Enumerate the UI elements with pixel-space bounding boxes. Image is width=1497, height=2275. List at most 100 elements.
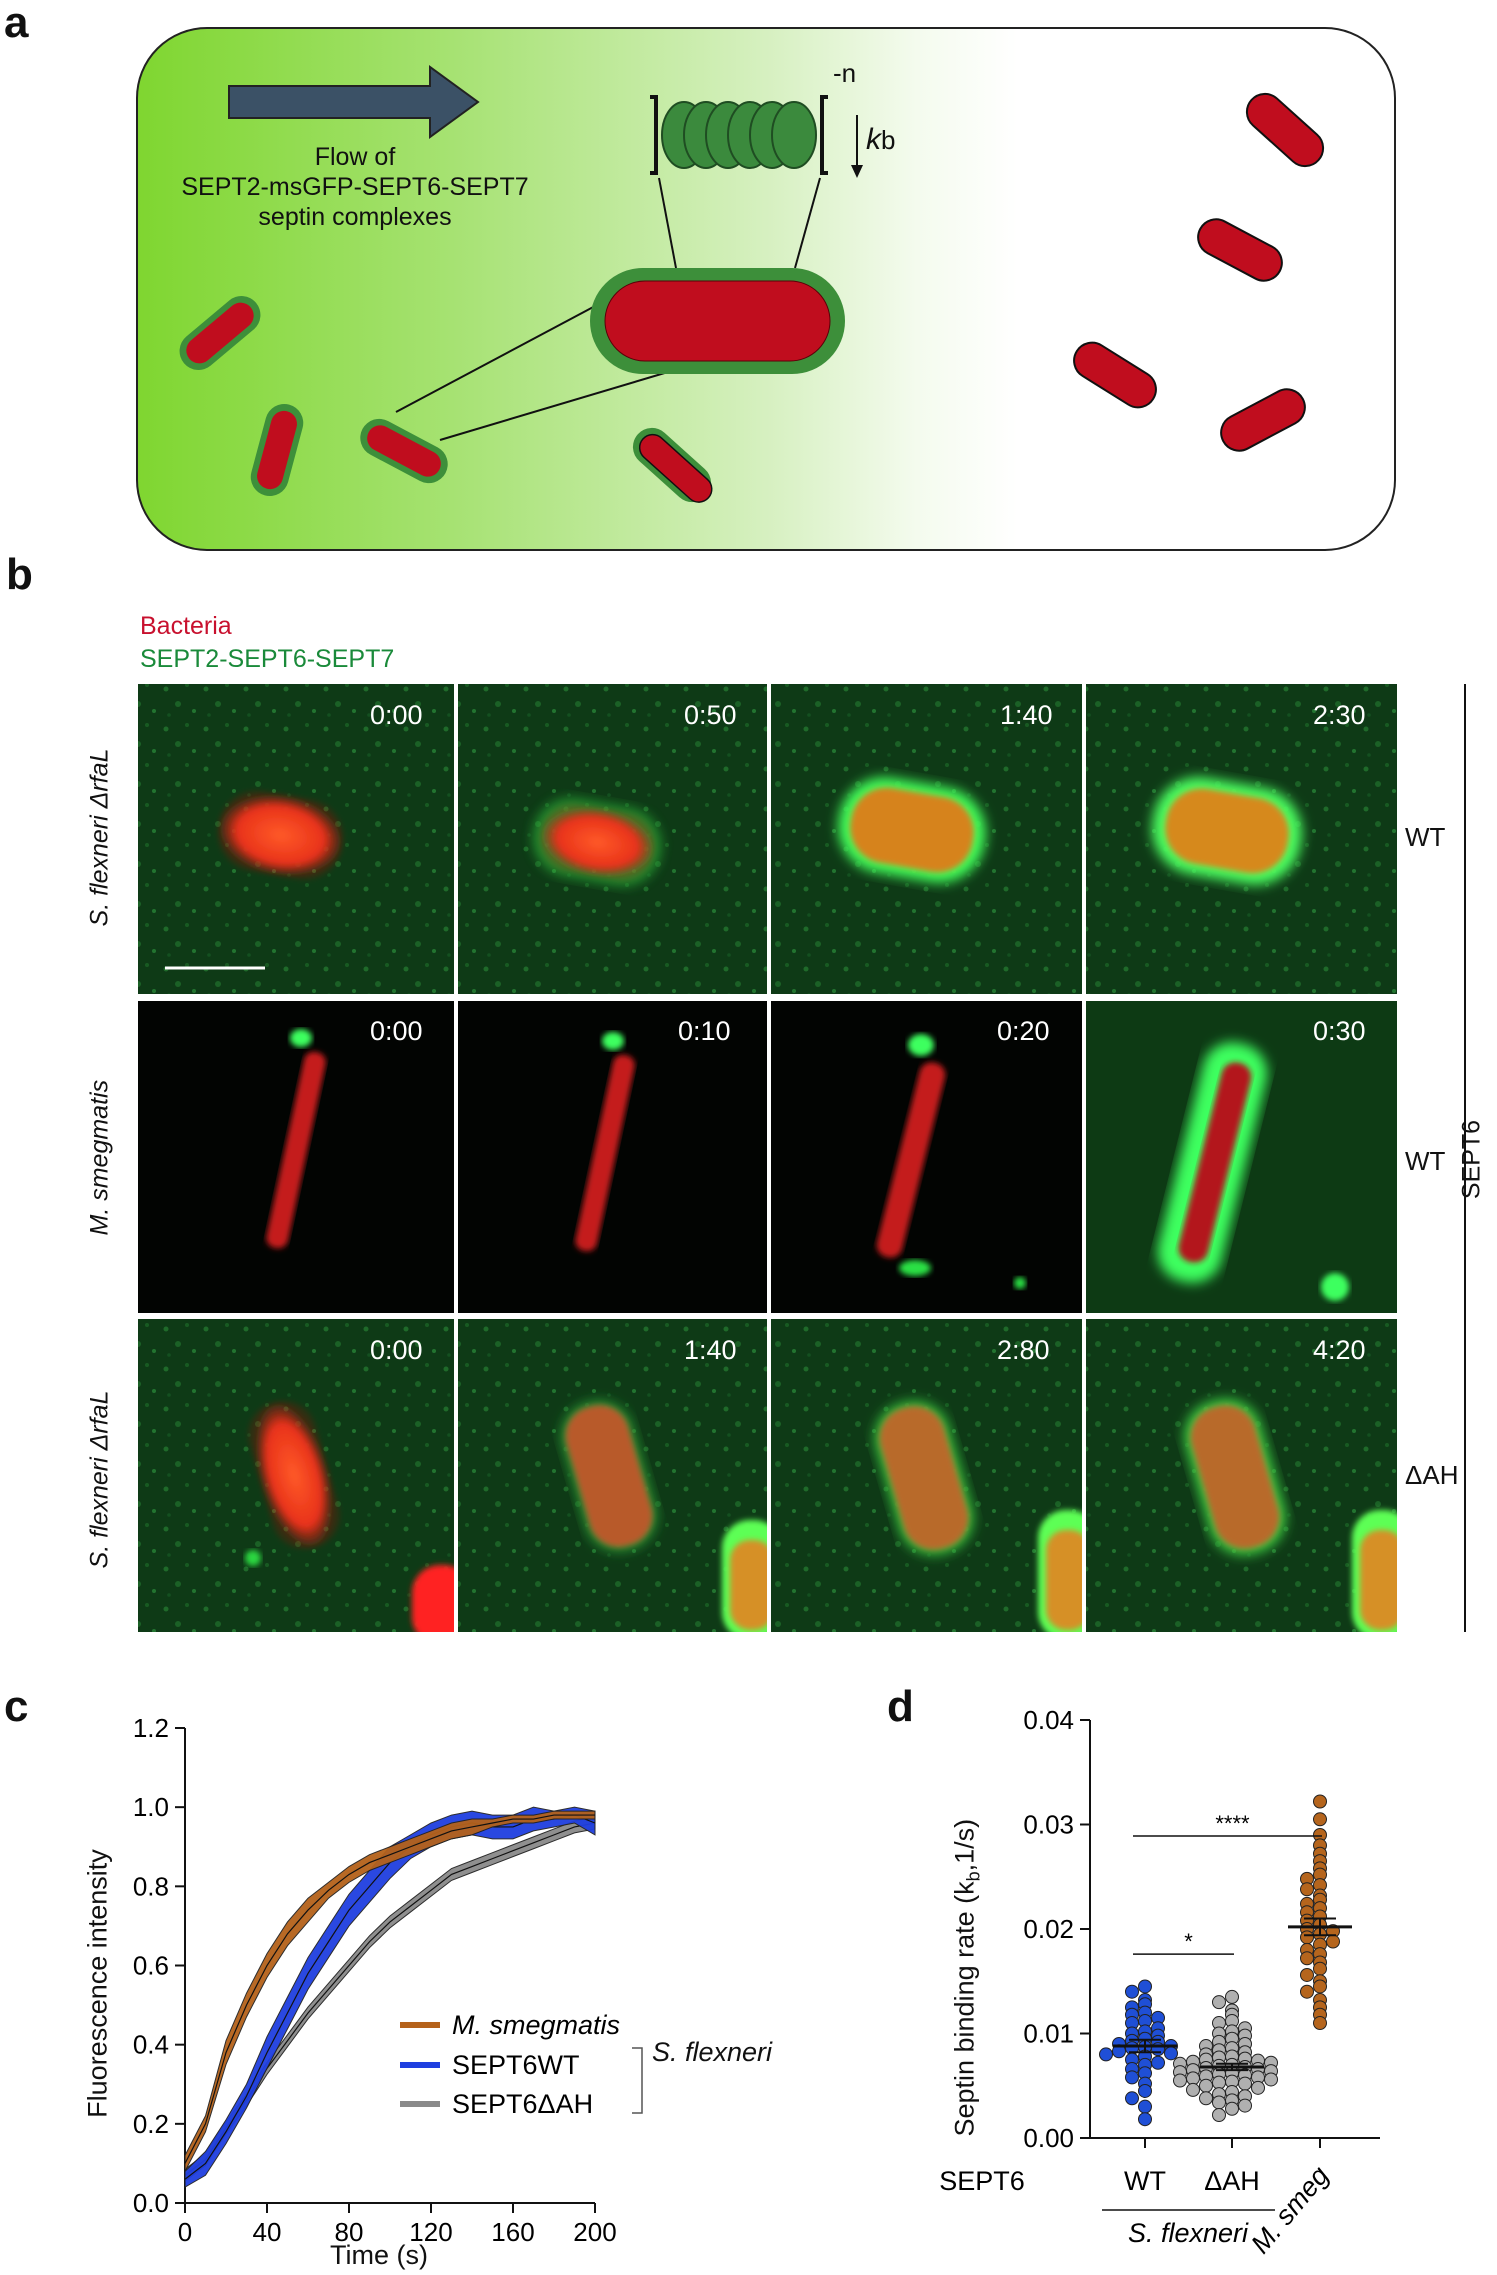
- flow-caption: Flow of SEPT2-msGFP-SEPT6-SEPT7 septin c…: [180, 142, 530, 232]
- timestamp: 1:40: [684, 1335, 737, 1365]
- chart-c-bracket-label: S. flexneri: [652, 2037, 773, 2067]
- data-point: [1238, 2098, 1252, 2113]
- chart-d-ylabel: Septin binding rate (kb,1/s): [949, 1813, 984, 2143]
- y-tick-label: 0.8: [133, 1871, 169, 1901]
- chart-d-ylabel-main: Septin binding rate (k: [949, 1881, 980, 2137]
- y-tick-label: 0.6: [133, 1951, 169, 1981]
- row1-condition: WT: [1405, 822, 1446, 852]
- rate-constant-label: kb: [866, 123, 895, 157]
- data-point: [1125, 1984, 1139, 1999]
- data-point: [1173, 2073, 1187, 2088]
- x-tick-label: 120: [409, 2217, 452, 2247]
- chart-d-ylabel-tail: ,1/s): [949, 1818, 980, 1872]
- category-label: ΔAH: [1204, 2166, 1260, 2196]
- series-mean-line: [184, 1814, 595, 2164]
- micrograph-row2-t2: [458, 1001, 767, 1313]
- micrograph-row2-t3: [771, 1001, 1082, 1313]
- data-point: [1199, 2078, 1213, 2093]
- legend-label: SEPT6WT: [452, 2050, 580, 2080]
- polymer-exponent: -n: [833, 58, 857, 88]
- data-point: [1212, 1995, 1226, 2010]
- data-point: [1264, 2072, 1278, 2087]
- data-point: [1238, 2076, 1252, 2091]
- chart-c-xlabel: Time (s): [330, 2240, 428, 2270]
- legend-label: M. smegmatis: [452, 2010, 620, 2040]
- coated-bacterium: [250, 403, 304, 497]
- timestamp: 4:20: [1313, 1335, 1366, 1365]
- x-tick-label: 40: [253, 2217, 282, 2247]
- flow-arrow: [228, 65, 480, 139]
- series-band-msmegmatis: [184, 1810, 596, 2172]
- y-tick-label: 0.01: [1023, 2019, 1074, 2049]
- data-point: [1138, 2083, 1152, 2098]
- timestamp: 0:50: [684, 700, 737, 730]
- y-tick-label: 0.4: [133, 2030, 169, 2060]
- data-point: [1099, 2047, 1113, 2062]
- rate-sub: b: [881, 125, 896, 155]
- y-tick-label: 0.03: [1023, 1810, 1074, 1840]
- chart-d-ylabel-sub: b: [963, 1871, 984, 1882]
- x-tick-label: 0: [178, 2217, 192, 2247]
- uncoated-bacterium: [1245, 92, 1325, 168]
- row1-strain-species: S. flexneri: [85, 815, 114, 927]
- data-point: [1251, 2080, 1265, 2095]
- data-point: [1138, 1979, 1152, 1994]
- row3-strain-species: S. flexneri: [85, 1457, 114, 1569]
- data-point: [1300, 1930, 1314, 1945]
- row2-strain: M. smegmatis: [86, 1080, 115, 1236]
- panel-label-d: d: [887, 1682, 914, 1731]
- data-point: [1212, 2108, 1226, 2123]
- row1-strain: S. flexneri ΔrfaL: [86, 728, 115, 948]
- timestamp: 0:00: [370, 1335, 423, 1365]
- flow-caption-line3: septin complexes: [258, 203, 452, 231]
- micrograph-row3-t3: [771, 1319, 1098, 1640]
- micrograph-row3-t1: [138, 1319, 472, 1640]
- row2-condition: WT: [1405, 1146, 1446, 1176]
- significance-label: *: [1184, 1929, 1193, 1954]
- x-tick-label: 160: [491, 2217, 534, 2247]
- micrograph-row3-t2: [458, 1319, 782, 1640]
- data-point: [1300, 1882, 1314, 1897]
- data-point: [1313, 1812, 1327, 1827]
- row3-strain: S. flexneri ΔrfaL: [86, 1370, 115, 1590]
- group-label: S. flexneri: [1128, 2218, 1249, 2248]
- panel-label-a: a: [4, 0, 29, 47]
- x-tick-label: 200: [573, 2217, 616, 2247]
- timestamp: 0:00: [370, 1016, 423, 1046]
- rate-k: k: [866, 123, 881, 156]
- chart-c-ylabel: Fluorescence intensity: [82, 1849, 113, 2118]
- category-label: WT: [1124, 2166, 1166, 2196]
- timestamp: 0:20: [997, 1016, 1050, 1046]
- flow-caption-line1: Flow of: [314, 143, 396, 171]
- y-tick-label: 0.00: [1023, 2123, 1074, 2153]
- data-point: [1313, 1961, 1327, 1976]
- legend-bacteria: Bacteria: [140, 612, 232, 640]
- data-point: [1125, 2070, 1139, 2085]
- timestamp: 1:40: [1000, 700, 1053, 730]
- row3-condition: ΔAH: [1405, 1460, 1459, 1490]
- uncoated-bacterium: [1197, 218, 1283, 282]
- panel-label-c: c: [4, 1682, 29, 1731]
- y-tick-label: 0.0: [133, 2188, 169, 2218]
- data-point: [1199, 2091, 1213, 2106]
- y-tick-label: 0.04: [1023, 1705, 1074, 1735]
- uncoated-bacterium: [1073, 341, 1157, 409]
- uncoated-bacterium: [1220, 388, 1306, 452]
- data-point: [1186, 2082, 1200, 2097]
- data-point: [1225, 1989, 1239, 2004]
- significance-label: ****: [1215, 1811, 1250, 1836]
- partially-coated-bacterium: [632, 427, 713, 503]
- data-point: [1300, 1984, 1314, 1999]
- legend-septins: SEPT2-SEPT6-SEPT7: [140, 645, 395, 673]
- coated-bacterium: [360, 418, 448, 484]
- row3-strain-mutant: ΔrfaL: [85, 1390, 114, 1458]
- micrograph-row2-t4: [1086, 1001, 1397, 1313]
- data-point: [1313, 1979, 1327, 1994]
- septin-filament-icon: [650, 95, 828, 175]
- data-point: [1138, 2112, 1152, 2127]
- data-point: [1300, 1951, 1314, 1966]
- legend-label: SEPT6ΔAH: [452, 2089, 593, 2119]
- panel-label-b: b: [6, 550, 33, 599]
- y-tick-label: 1.0: [133, 1792, 169, 1822]
